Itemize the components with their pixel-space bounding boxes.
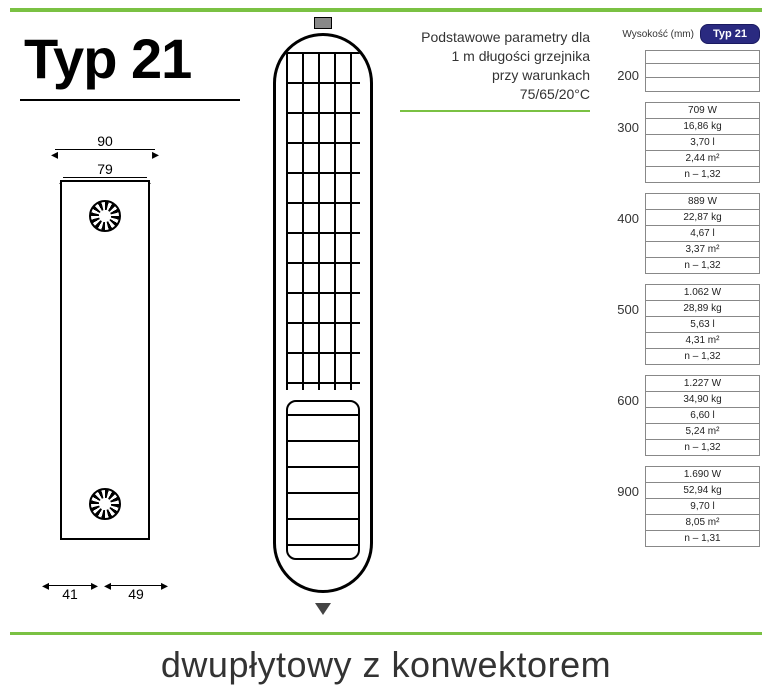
height-label: 600 [605, 375, 645, 408]
cell-group: 1.227 W34,90 kg6,60 l5,24 m²n – 1,32 [645, 375, 760, 456]
cell-group: 889 W22,87 kg4,67 l3,37 m²n – 1,32 [645, 193, 760, 274]
spec-cell: 4,31 m² [645, 333, 760, 349]
dim-inner-width: 79 [63, 161, 147, 177]
table-header: Wysokość (mm) Typ 21 [605, 24, 760, 44]
spec-cell: 9,70 l [645, 499, 760, 515]
dim-outer-width: 90 [55, 133, 155, 149]
spec-cell [645, 50, 760, 64]
cell-group [645, 50, 760, 92]
spec-cell [645, 78, 760, 92]
dim-bottom-left: 41 [62, 586, 78, 602]
spec-cell: 52,94 kg [645, 483, 760, 499]
spec-cell: n – 1,32 [645, 349, 760, 365]
spec-cell: 6,60 l [645, 408, 760, 424]
spec-cell: 2,44 m² [645, 151, 760, 167]
spec-cell: 8,05 m² [645, 515, 760, 531]
convector-coil [286, 400, 360, 560]
radiator-grille [273, 33, 373, 593]
cell-group: 1.062 W28,89 kg5,63 l4,31 m²n – 1,32 [645, 284, 760, 365]
valve-bottom-icon [89, 488, 121, 520]
param-line-4: 75/65/20°C [400, 85, 590, 104]
main-drawing [260, 25, 385, 605]
page-title: Typ 21 [24, 26, 236, 91]
spec-cell: 5,24 m² [645, 424, 760, 440]
cap-bottom-icon [315, 603, 331, 615]
spec-cell: n – 1,32 [645, 258, 760, 274]
table-row: 300709 W16,86 kg3,70 l2,44 m²n – 1,32 [605, 102, 760, 183]
param-line-1: Podstawowe parametry dla [400, 28, 590, 47]
spec-cell: 16,86 kg [645, 119, 760, 135]
height-column-label: Wysokość (mm) [622, 29, 694, 40]
top-accent-bar [10, 8, 762, 12]
spec-cell [645, 64, 760, 78]
param-line-3: przy warunkach [400, 66, 590, 85]
height-label: 400 [605, 193, 645, 226]
table-row: 6001.227 W34,90 kg6,60 l5,24 m²n – 1,32 [605, 375, 760, 456]
spec-cell: 889 W [645, 193, 760, 210]
spec-cell: 34,90 kg [645, 392, 760, 408]
bottom-accent-bar [10, 632, 762, 635]
side-view-drawing [50, 180, 160, 580]
height-label: 900 [605, 466, 645, 499]
dim-bottom-right: 49 [128, 586, 144, 602]
type-chip: Typ 21 [700, 24, 760, 44]
spec-cell: 4,67 l [645, 226, 760, 242]
table-row: 9001.690 W52,94 kg9,70 l8,05 m²n – 1,31 [605, 466, 760, 547]
spec-cell: 1.690 W [645, 466, 760, 483]
subtitle: dwupłytowy z konwektorem [0, 644, 772, 686]
height-label: 300 [605, 102, 645, 135]
cell-group: 1.690 W52,94 kg9,70 l8,05 m²n – 1,31 [645, 466, 760, 547]
spec-cell: 3,37 m² [645, 242, 760, 258]
bottom-dimensions: ◂ ▸ 41 ◂ ▸ 49 [40, 585, 170, 615]
spec-cell: 5,63 l [645, 317, 760, 333]
height-label: 500 [605, 284, 645, 317]
spec-cell: 1.062 W [645, 284, 760, 301]
cap-top-icon [314, 17, 332, 29]
parameters-caption: Podstawowe parametry dla 1 m długości gr… [400, 28, 590, 112]
table-row: 5001.062 W28,89 kg5,63 l4,31 m²n – 1,32 [605, 284, 760, 365]
grille-pattern [286, 52, 360, 390]
spec-table: Wysokość (mm) Typ 21 200 300709 W16,86 kg… [605, 24, 760, 557]
spec-cell: 3,70 l [645, 135, 760, 151]
valve-top-icon [89, 200, 121, 232]
spec-cell: n – 1,32 [645, 440, 760, 456]
spec-cell: 22,87 kg [645, 210, 760, 226]
height-label: 200 [605, 50, 645, 83]
spec-cell: 709 W [645, 102, 760, 119]
spec-cell: n – 1,32 [645, 167, 760, 183]
spec-cell: 28,89 kg [645, 301, 760, 317]
spec-cell: 1.227 W [645, 375, 760, 392]
top-dimensions: ◂ ▸ 90 ◂ ▸ 79 [30, 140, 180, 180]
param-line-2: 1 m długości grzejnika [400, 47, 590, 66]
cell-group: 709 W16,86 kg3,70 l2,44 m²n – 1,32 [645, 102, 760, 183]
title-box: Typ 21 [20, 20, 240, 101]
radiator-side-outline [60, 180, 150, 540]
table-row: 400889 W22,87 kg4,67 l3,37 m²n – 1,32 [605, 193, 760, 274]
spec-cell: n – 1,31 [645, 531, 760, 547]
table-row: 200 [605, 50, 760, 92]
